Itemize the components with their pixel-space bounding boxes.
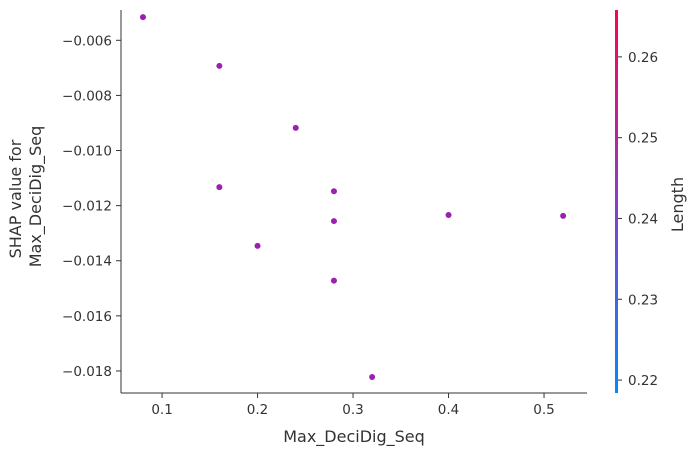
x-tick-label: 0.5 <box>533 402 554 418</box>
colorbar: 0.22 0.23 0.24 0.25 0.26 Length <box>615 10 687 393</box>
data-point <box>330 218 337 225</box>
y-axis-title: SHAP value for Max_DeciDig_Seq <box>6 126 46 268</box>
y-tick-label: −0.008 <box>62 88 112 104</box>
colorbar-title: Length <box>668 177 687 232</box>
colorbar-ticks: 0.22 0.23 0.24 0.25 0.26 <box>618 50 658 389</box>
x-tick-label: 0.4 <box>438 402 459 418</box>
data-point <box>292 124 299 131</box>
x-axis-title: Max_DeciDig_Seq <box>283 427 425 447</box>
colorbar-gradient <box>615 10 618 393</box>
y-tick-label: −0.016 <box>62 309 112 325</box>
x-tick-label: 0.3 <box>342 402 363 418</box>
y-tick-label: −0.006 <box>62 33 112 49</box>
colorbar-tick-label: 0.25 <box>628 131 658 147</box>
y-axis-title-line-1: SHAP value for <box>6 139 25 258</box>
y-axis-ticks: −0.006 −0.008 −0.010 −0.012 −0.014 −0.016 −0.0… <box>62 33 121 380</box>
data-point <box>330 188 337 195</box>
y-tick-label: −0.014 <box>62 254 112 270</box>
data-point <box>139 14 146 21</box>
data-point <box>254 242 261 249</box>
colorbar-tick-label: 0.22 <box>628 373 658 389</box>
y-tick-label: −0.012 <box>62 199 112 215</box>
y-tick-label: −0.018 <box>62 364 112 380</box>
data-point <box>369 374 376 381</box>
colorbar-tick-label: 0.26 <box>628 50 658 66</box>
y-axis-title-line-2: Max_DeciDig_Seq <box>26 126 46 268</box>
colorbar-tick-label: 0.24 <box>628 211 658 227</box>
data-point <box>445 212 452 219</box>
x-tick-label: 0.1 <box>151 402 172 418</box>
data-points <box>139 14 567 381</box>
plot-area: 0.1 0.2 0.3 0.4 0.5 −0.006 −0.008 −0.010 −0.012… <box>62 10 587 418</box>
colorbar-tick-label: 0.23 <box>628 292 658 308</box>
x-axis-ticks: 0.1 0.2 0.3 0.4 0.5 <box>151 393 555 418</box>
data-point <box>216 62 223 69</box>
data-point <box>216 184 223 191</box>
data-point <box>560 212 567 219</box>
x-tick-label: 0.2 <box>247 402 268 418</box>
y-tick-label: −0.010 <box>62 144 112 160</box>
data-point <box>330 277 337 284</box>
